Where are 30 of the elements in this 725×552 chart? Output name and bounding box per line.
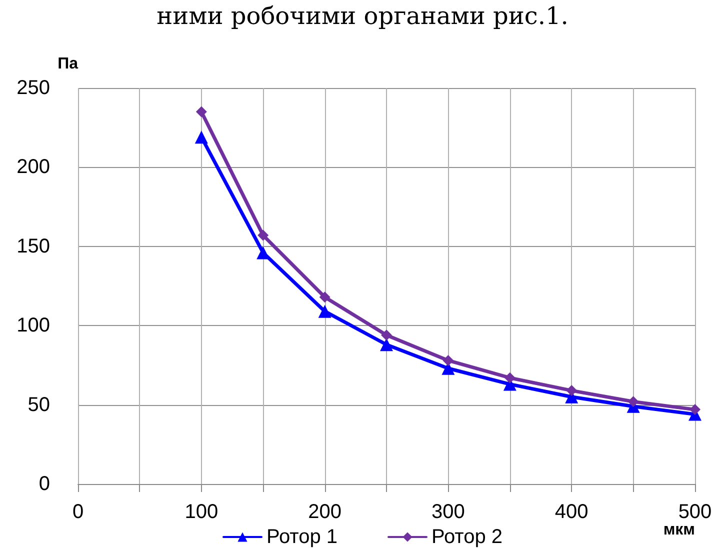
x-tick-label: 300 (432, 501, 465, 523)
x-tick-label: 400 (554, 501, 588, 523)
point (380, 338, 393, 352)
y-tick-label: 0 (38, 473, 50, 495)
y-tick-label: 100 (16, 314, 50, 337)
y-tick-label: 150 (16, 235, 50, 258)
point (504, 372, 516, 384)
y-tick-label: 50 (28, 394, 50, 416)
point (628, 396, 639, 408)
legend-label: Ротор 2 (432, 526, 503, 548)
point (566, 385, 578, 396)
point (194, 130, 208, 144)
point (319, 292, 330, 303)
text: ними робочими органами рис.1. (156, 2, 570, 30)
legend-label: Ротор 1 (266, 526, 338, 548)
x-tick-label: 100 (184, 501, 218, 523)
point (196, 106, 207, 118)
x-tick-label: 200 (308, 501, 342, 523)
x-axis-title: мкм (663, 522, 695, 538)
x-tick-label: 0 (72, 501, 84, 523)
y-tick-label: 250 (16, 77, 50, 99)
point (381, 330, 392, 341)
point (690, 404, 700, 416)
y-tick-label: 200 (16, 156, 50, 178)
point (442, 354, 454, 366)
x-tick-label: 500 (678, 501, 712, 523)
y-axis-title: Па (58, 56, 78, 72)
point (256, 246, 270, 260)
point (258, 230, 269, 241)
point (318, 304, 332, 318)
